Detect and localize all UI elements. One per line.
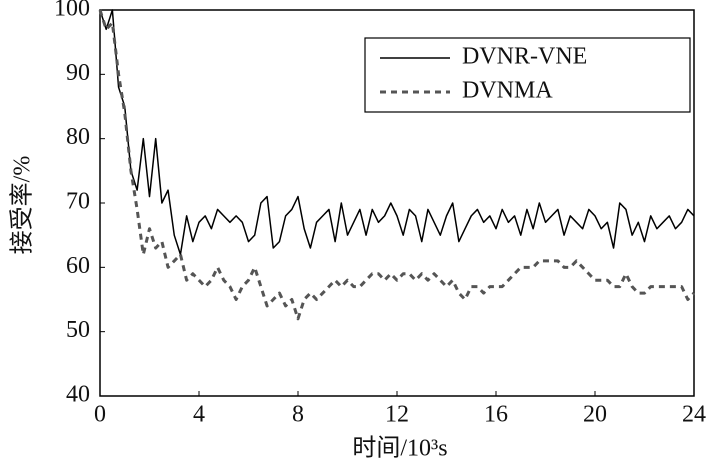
x-tick-label: 20 bbox=[583, 402, 607, 428]
x-axis-title: 时间/10³s bbox=[352, 435, 447, 462]
y-tick-label: 40 bbox=[66, 382, 90, 408]
x-tick-label: 8 bbox=[292, 402, 304, 428]
legend-label: DVNR-VNE bbox=[462, 44, 587, 70]
y-tick-label: 50 bbox=[66, 317, 90, 343]
y-tick-label: 100 bbox=[54, 0, 90, 22]
legend-label: DVNMA bbox=[462, 78, 553, 104]
x-tick-label: 24 bbox=[682, 402, 706, 428]
y-tick-label: 60 bbox=[66, 253, 90, 279]
x-tick-label: 0 bbox=[94, 402, 106, 428]
y-axis-title: 接受率/% bbox=[9, 156, 36, 255]
y-tick-label: 80 bbox=[66, 124, 90, 150]
x-tick-label: 16 bbox=[484, 402, 508, 428]
y-tick-label: 70 bbox=[66, 189, 90, 215]
x-tick-label: 12 bbox=[385, 402, 409, 428]
y-tick-label: 90 bbox=[66, 60, 90, 86]
legend-box bbox=[364, 37, 691, 113]
series-line bbox=[99, 9, 695, 256]
x-tick-label: 4 bbox=[193, 402, 205, 428]
series-line bbox=[98, 9, 696, 321]
